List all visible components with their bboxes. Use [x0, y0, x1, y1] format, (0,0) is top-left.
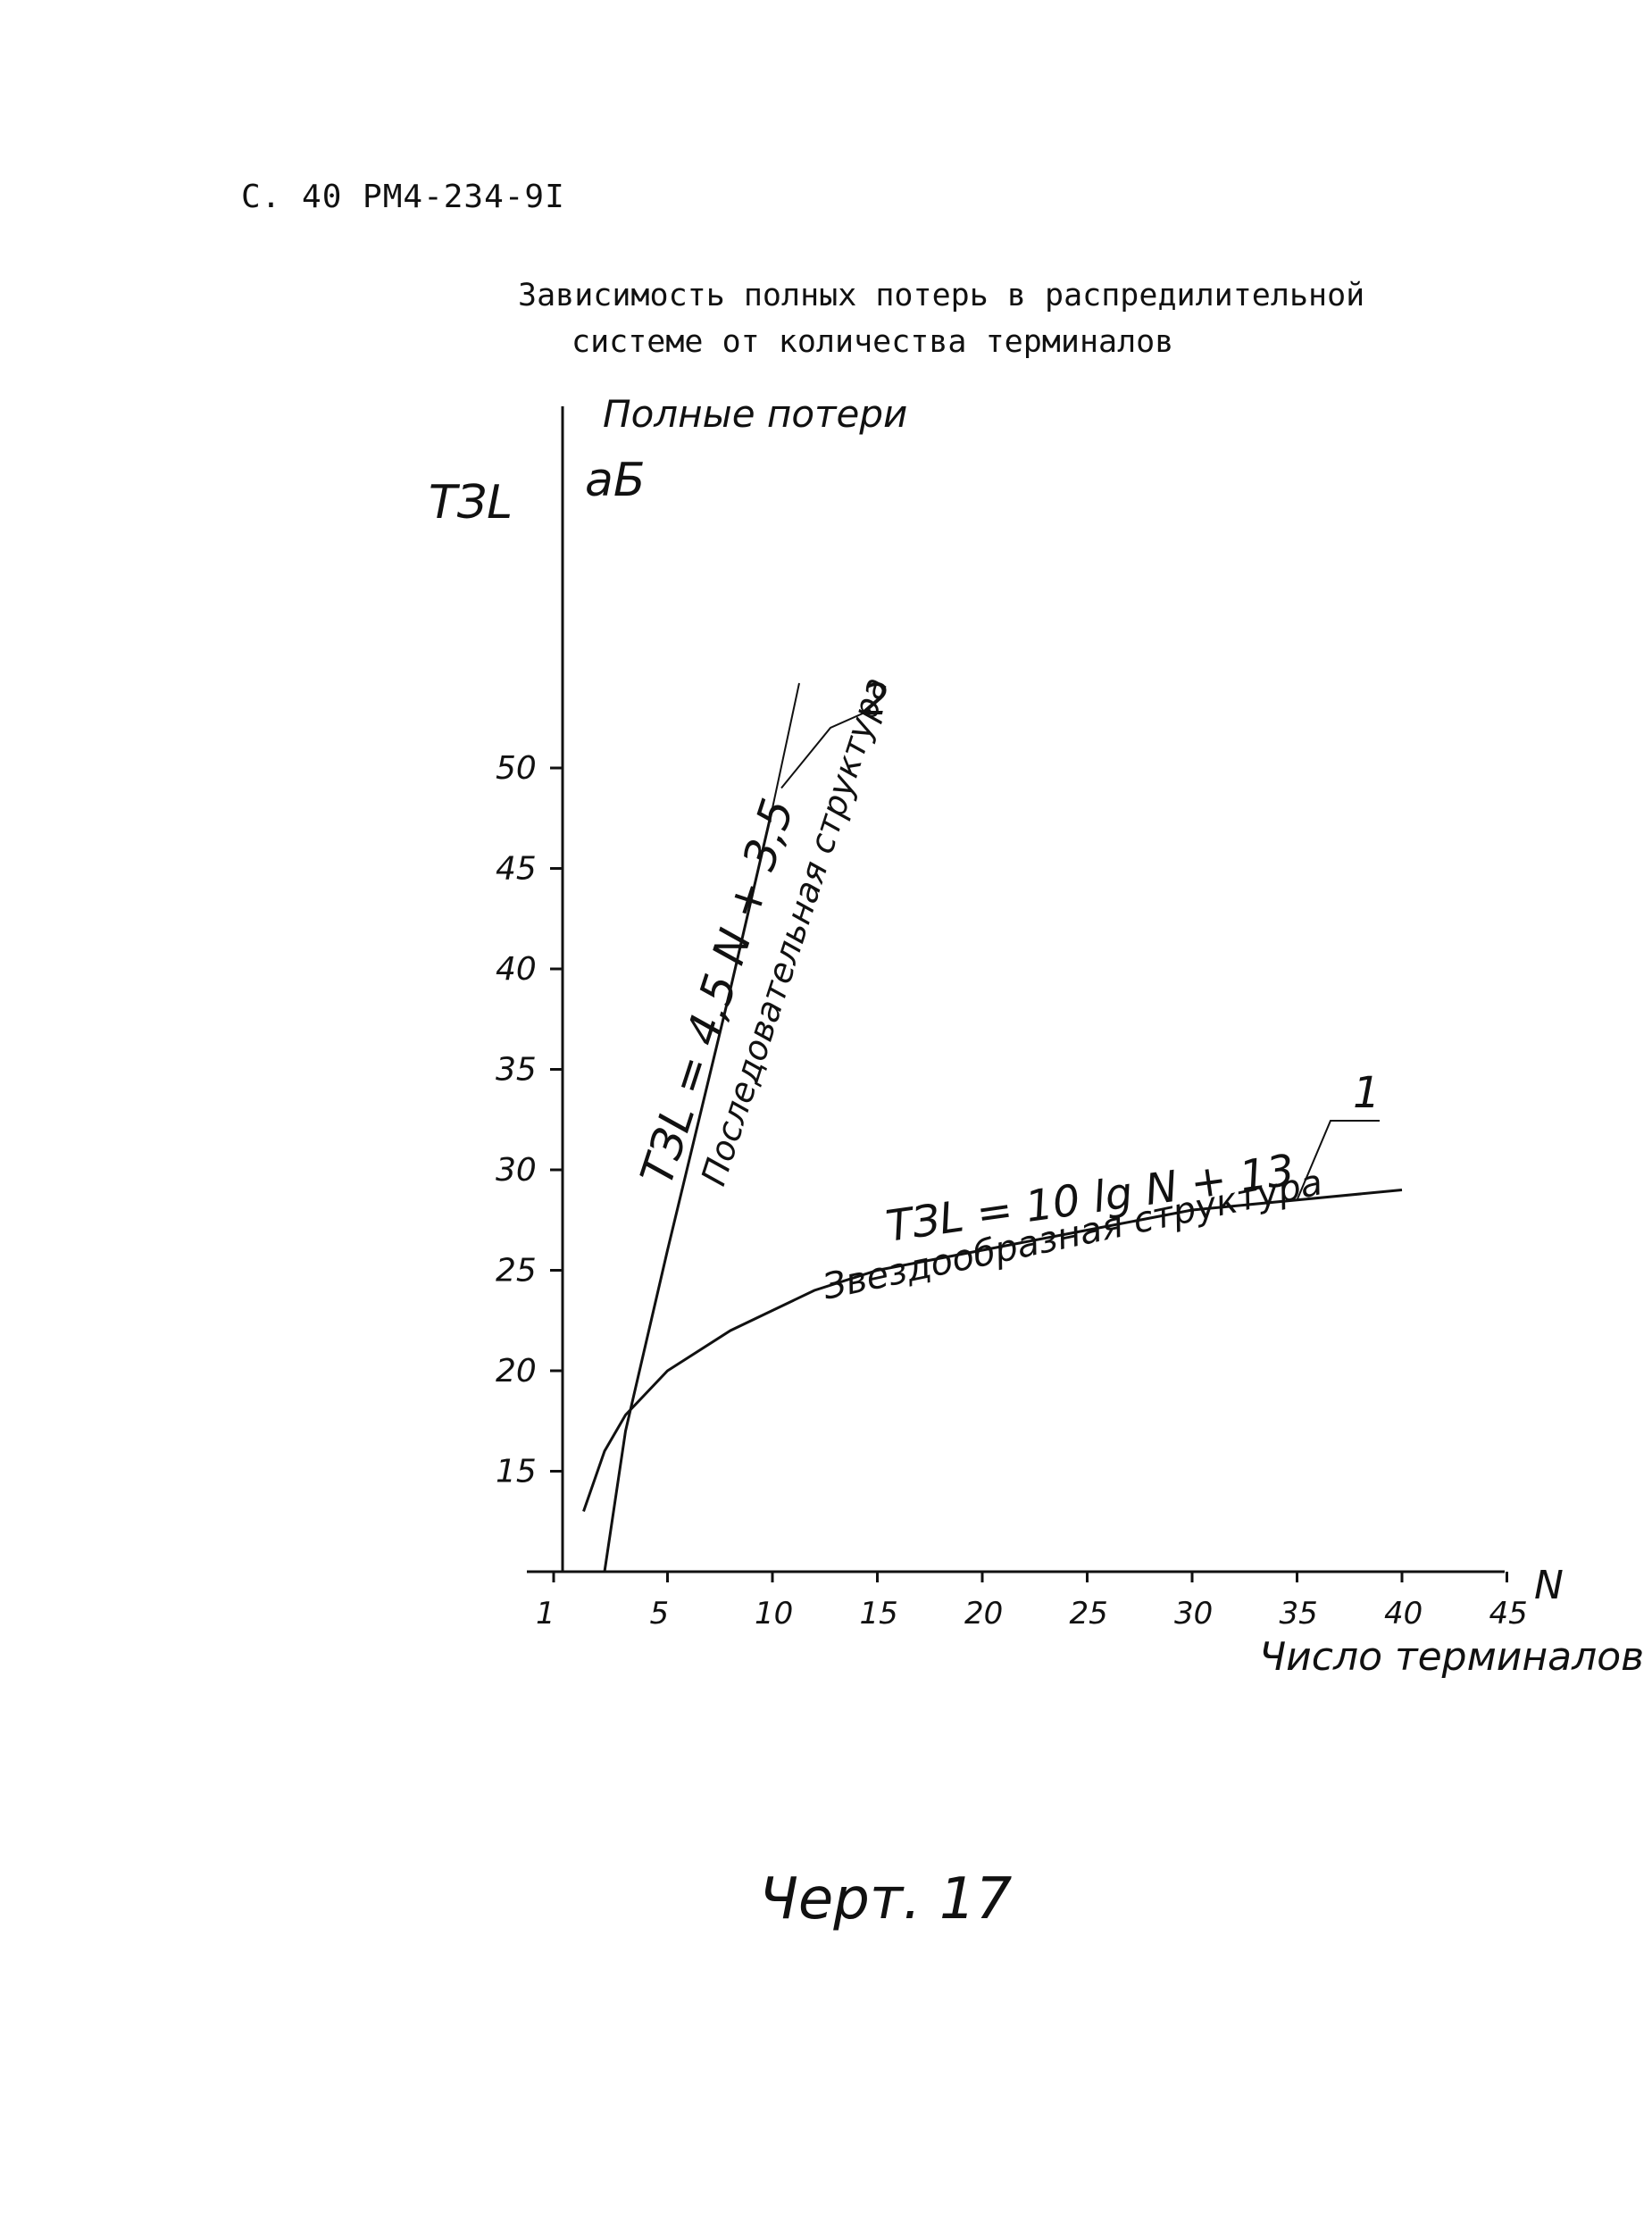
- y-tick-label: 15: [496, 1454, 537, 1490]
- x-tick-label: 45: [1489, 1596, 1528, 1632]
- y-tick-label: 25: [496, 1253, 537, 1289]
- x-axis-label: Число терминалов: [1259, 1634, 1644, 1680]
- x-tick-label: 25: [1070, 1596, 1108, 1632]
- chart-series: [582, 682, 1403, 1573]
- y-tick-label: 35: [496, 1052, 537, 1089]
- x-tick-label: 40: [1384, 1596, 1423, 1632]
- series-2-extension: [772, 682, 800, 809]
- chart-title: Зависимость полных потерь в распредилите…: [518, 272, 1411, 365]
- x-tick-label: 10: [755, 1596, 793, 1632]
- series-1-name: 1: [1353, 1068, 1381, 1118]
- series-1-line: [582, 1189, 1403, 1512]
- y-tick-label: 40: [496, 951, 537, 988]
- y-tick-label: 30: [496, 1152, 537, 1189]
- y-tick-label: 50: [496, 750, 537, 787]
- y-axis-unit-right: аБ: [585, 454, 646, 507]
- y-axis-label: Полные потери: [603, 392, 907, 436]
- x-tick-label: 30: [1174, 1596, 1213, 1632]
- x-tick-label: 35: [1280, 1596, 1318, 1632]
- document-code: С. 40 РМ4-234-9I: [241, 179, 565, 215]
- x-tick-label: 5: [650, 1596, 670, 1632]
- series-2-name: 2: [862, 675, 889, 725]
- series-1-leader: [1296, 1120, 1380, 1201]
- x-tick-label: 20: [964, 1596, 1003, 1632]
- series-2-leader: [780, 709, 872, 789]
- y-tick-label: 20: [496, 1353, 537, 1390]
- chart-title-line-1: Зависимость полных потерь в распредилите…: [518, 278, 1365, 313]
- y-tick-label: 45: [496, 851, 537, 888]
- chart-axes: [527, 406, 1505, 1573]
- x-axis-unit: N: [1534, 1563, 1564, 1608]
- y-axis-unit-left: ТЗL: [429, 476, 513, 530]
- x-tick-label: 1: [536, 1596, 555, 1632]
- series-2-line: [603, 807, 774, 1573]
- x-tick-label: 15: [860, 1596, 898, 1632]
- chart-title-line-2: системе от количества терминалов: [572, 324, 1174, 360]
- figure-caption: Черт. 17: [759, 1866, 1013, 1932]
